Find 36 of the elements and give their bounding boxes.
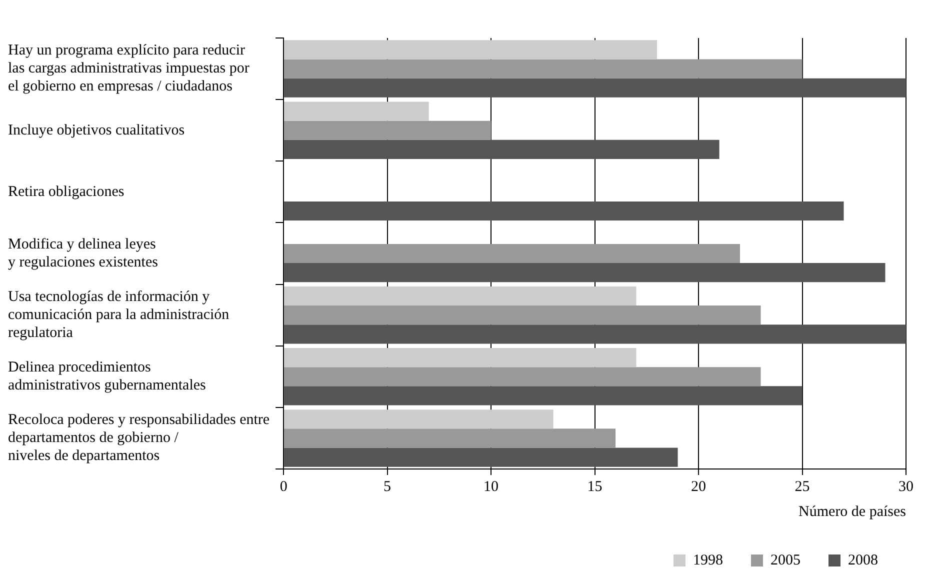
bar xyxy=(284,40,658,60)
y-tick-label: Incluye objetivos cualitativos xyxy=(8,122,185,138)
bar xyxy=(284,324,906,344)
bar xyxy=(284,140,720,159)
y-tick-label: Usa tecnologías de información y comunicación para la administración regulatoria xyxy=(8,289,230,342)
x-axis-title: Número de países xyxy=(798,504,906,520)
x-tick-label: 0 xyxy=(280,478,288,495)
bar xyxy=(284,244,740,264)
x-tick-label: 30 xyxy=(898,478,914,495)
bar xyxy=(284,428,616,448)
bar xyxy=(284,78,906,98)
bar xyxy=(284,448,678,467)
y-tick-label: Retira obligaciones xyxy=(8,184,124,200)
bar xyxy=(284,286,636,306)
bar xyxy=(284,386,802,406)
x-tick-label: 15 xyxy=(587,478,602,495)
bar xyxy=(284,367,761,386)
bar xyxy=(284,348,636,368)
legend-label: 2005 xyxy=(770,552,800,568)
legend-label: 2008 xyxy=(848,552,878,568)
x-tick-label: 5 xyxy=(384,478,392,495)
y-tick-label: Modifica y delinea leyes y regulaciones existentes xyxy=(8,236,158,270)
y-tick-label: Hay un programa explícito para reducir las cargas administrativas impuestas por el gobierno en empresas / ciudadanos xyxy=(8,42,250,95)
legend-label: 1998 xyxy=(693,552,723,568)
bar xyxy=(284,410,554,429)
x-tick-label: 20 xyxy=(691,478,706,495)
bar xyxy=(284,102,429,121)
bar xyxy=(284,59,802,78)
bar xyxy=(284,263,886,282)
x-tick-label: 25 xyxy=(794,478,810,495)
bar xyxy=(284,306,761,325)
bar xyxy=(284,201,844,221)
y-tick-label: Delinea procedimientos administrativos gubernamentales xyxy=(8,360,206,394)
y-tick-label: Recoloca poderes y responsabilidades entre departamentos de gobierno / niveles de departamentos xyxy=(8,412,270,464)
bar xyxy=(284,120,492,140)
x-tick-label: 10 xyxy=(484,478,499,495)
